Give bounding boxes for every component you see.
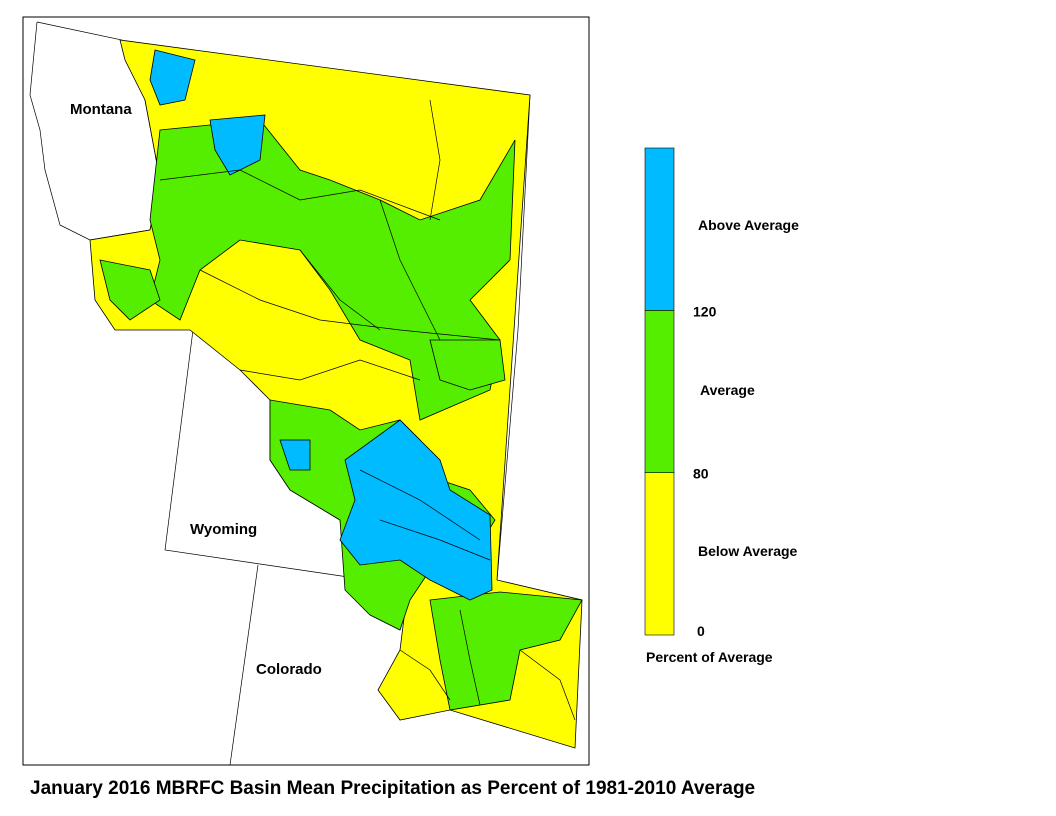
basins [89, 39, 583, 749]
legend-swatch [644, 310, 675, 473]
basin-area [209, 114, 266, 176]
basin-area [149, 49, 196, 106]
state-label: Colorado [256, 661, 322, 678]
basin-area [339, 419, 493, 601]
map-title: January 2016 MBRFC Basin Mean Precipitat… [30, 778, 755, 799]
legend-tick-label: 120 [693, 303, 717, 319]
legend-class-label: Above Average [698, 217, 799, 233]
legend-tick-label: 0 [697, 623, 705, 639]
legend-title: Percent of Average [646, 649, 773, 665]
legend-swatch [644, 147, 675, 311]
basin-area [99, 259, 161, 321]
legend-tick-label: 80 [693, 466, 709, 482]
basin-area [429, 339, 506, 391]
legend-swatch [644, 472, 675, 636]
state-label: Montana [70, 101, 132, 118]
legend: Below Average Average Above Average 0 80 120 [644, 147, 799, 639]
basin-area [149, 119, 516, 421]
state-label: Wyoming [190, 521, 257, 538]
basin-area [279, 439, 311, 471]
legend-class-label: Average [700, 382, 755, 398]
basin-lines [159, 99, 576, 721]
legend-class-label: Below Average [698, 543, 798, 559]
